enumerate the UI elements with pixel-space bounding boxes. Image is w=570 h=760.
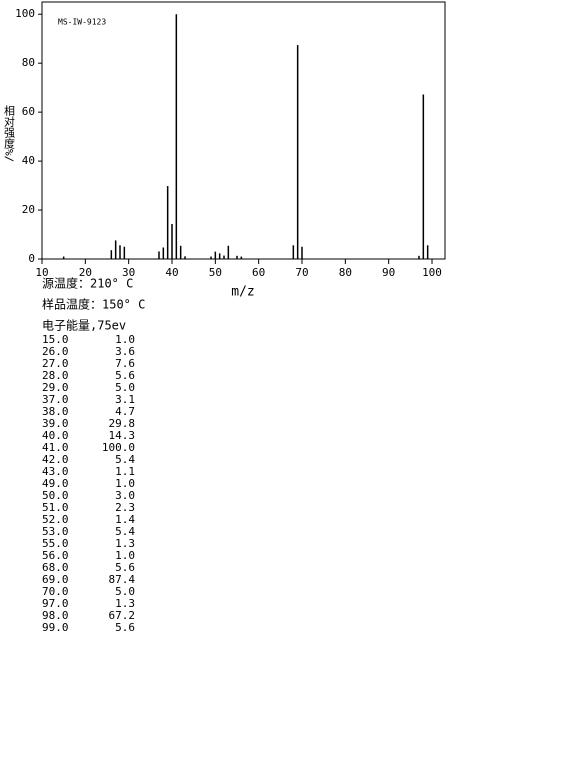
y-axis-label: 相对强度%/ xyxy=(3,105,16,163)
table-intensity: 14.3 xyxy=(109,429,136,442)
annotation: MS-IW-9123 xyxy=(58,18,106,27)
x-tick-label: 30 xyxy=(122,266,135,279)
info-line: 样品温度：150° C xyxy=(42,297,145,312)
table-intensity: 1.0 xyxy=(115,333,135,346)
table-mz: 51.0 xyxy=(42,501,69,514)
x-tick-label: 10 xyxy=(35,266,48,279)
table-intensity: 1.1 xyxy=(115,465,135,478)
y-tick-label: 80 xyxy=(22,56,35,69)
table-mz: 26.0 xyxy=(42,345,69,358)
table-mz: 29.0 xyxy=(42,381,69,394)
table-intensity: 5.0 xyxy=(115,381,135,394)
x-tick-label: 20 xyxy=(79,266,92,279)
table-mz: 27.0 xyxy=(42,357,69,370)
x-tick-label: 60 xyxy=(252,266,265,279)
table-intensity: 100.0 xyxy=(102,441,135,454)
x-tick-label: 40 xyxy=(165,266,178,279)
table-intensity: 1.0 xyxy=(115,477,135,490)
y-tick-label: 20 xyxy=(22,203,35,216)
table-mz: 70.0 xyxy=(42,585,69,598)
table-mz: 97.0 xyxy=(42,597,69,610)
table-mz: 15.0 xyxy=(42,333,69,346)
plot-frame xyxy=(41,1,446,260)
table-mz: 49.0 xyxy=(42,477,69,490)
table-intensity: 1.3 xyxy=(115,537,135,550)
x-axis-label: m/z xyxy=(231,285,254,300)
table-intensity: 3.1 xyxy=(115,393,135,406)
table-mz: 98.0 xyxy=(42,609,69,622)
table-intensity: 3.6 xyxy=(115,345,135,358)
table-mz: 37.0 xyxy=(42,393,69,406)
table-intensity: 4.7 xyxy=(115,405,135,418)
x-tick-label: 100 xyxy=(422,266,442,279)
table-mz: 68.0 xyxy=(42,561,69,574)
table-intensity: 1.3 xyxy=(115,597,135,610)
table-intensity: 1.0 xyxy=(115,549,135,562)
table-mz: 28.0 xyxy=(42,369,69,382)
table-mz: 56.0 xyxy=(42,549,69,562)
table-mz: 53.0 xyxy=(42,525,69,538)
x-tick-label: 50 xyxy=(209,266,222,279)
table-intensity: 1.4 xyxy=(115,513,135,526)
x-tick-label: 90 xyxy=(382,266,395,279)
x-tick-label: 70 xyxy=(295,266,308,279)
table-mz: 42.0 xyxy=(42,453,69,466)
table-intensity: 5.6 xyxy=(115,369,135,382)
table-intensity: 2.3 xyxy=(115,501,135,514)
table-mz: 99.0 xyxy=(42,621,69,634)
table-intensity: 87.4 xyxy=(109,573,136,586)
table-intensity: 5.4 xyxy=(115,453,135,466)
info-line: 电子能量,75ev xyxy=(42,319,126,333)
table-mz: 69.0 xyxy=(42,573,69,586)
table-intensity: 5.6 xyxy=(115,621,135,634)
table-mz: 43.0 xyxy=(42,465,69,478)
table-mz: 55.0 xyxy=(42,537,69,550)
y-tick-label: 0 xyxy=(28,252,35,265)
table-mz: 40.0 xyxy=(42,429,69,442)
y-tick-label: 100 xyxy=(15,7,35,20)
table-intensity: 7.6 xyxy=(115,357,135,370)
table-intensity: 5.0 xyxy=(115,585,135,598)
table-mz: 38.0 xyxy=(42,405,69,418)
y-tick-label: 60 xyxy=(22,105,35,118)
table-intensity: 29.8 xyxy=(109,417,136,430)
table-mz: 41.0 xyxy=(42,441,69,454)
table-intensity: 5.6 xyxy=(115,561,135,574)
table-intensity: 5.4 xyxy=(115,525,135,538)
table-intensity: 3.0 xyxy=(115,489,135,502)
info-line: 源温度：210° C xyxy=(42,276,133,291)
table-intensity: 67.2 xyxy=(109,609,136,622)
table-mz: 52.0 xyxy=(42,513,69,526)
table-mz: 50.0 xyxy=(42,489,69,502)
table-mz: 39.0 xyxy=(42,417,69,430)
x-tick-label: 80 xyxy=(339,266,352,279)
y-tick-label: 40 xyxy=(22,154,35,167)
